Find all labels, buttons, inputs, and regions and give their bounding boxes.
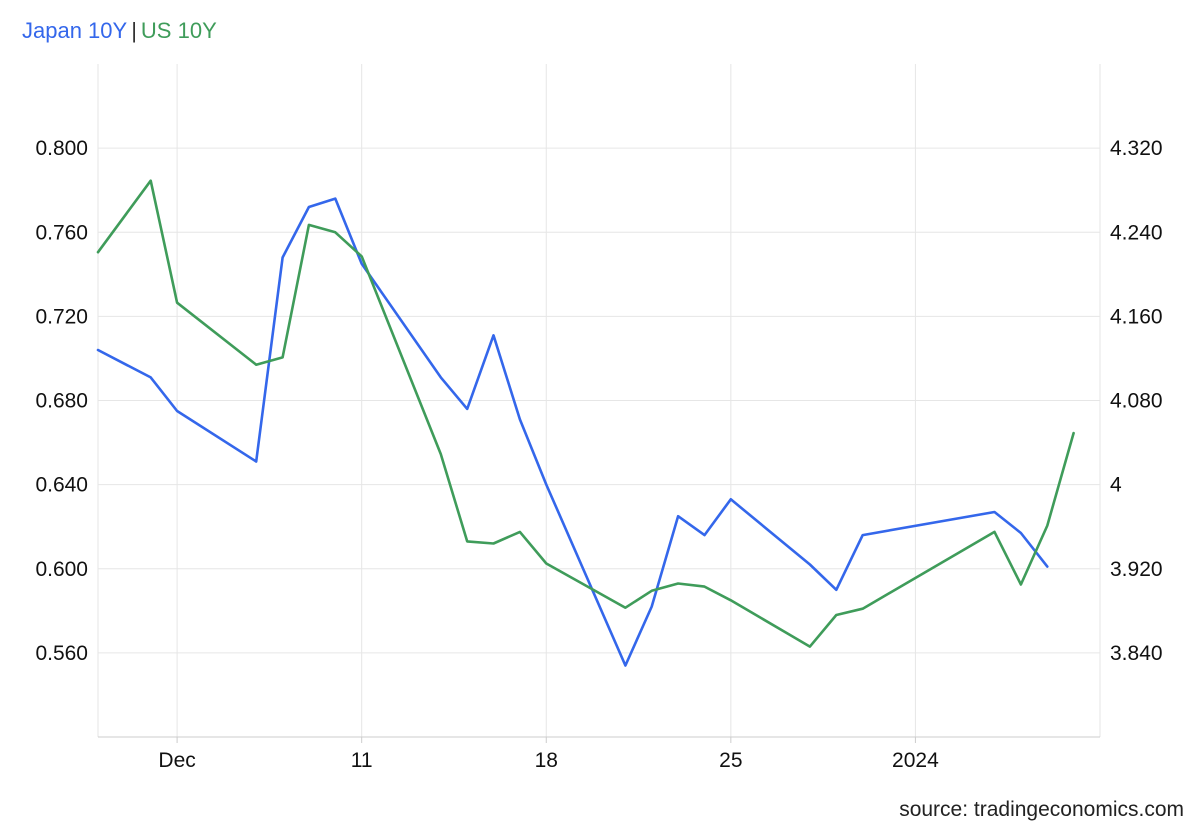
right-axis-tick: 3.920 [1110, 558, 1163, 581]
left-axis-tick: 0.680 [35, 390, 88, 413]
left-axis-tick: 0.600 [35, 558, 88, 581]
right-axis-tick: 4.320 [1110, 137, 1163, 160]
legend-us-10y[interactable]: US 10Y [140, 18, 217, 43]
right-axis-tick: 4.160 [1110, 305, 1163, 328]
x-axis-tick: 2024 [892, 749, 939, 772]
x-axis-tick: Dec [158, 749, 195, 772]
left-axis-tick: 0.560 [35, 642, 88, 665]
x-axis-tick: 11 [351, 749, 373, 772]
japan-10y-line [96, 197, 1049, 667]
left-axis-tick: 0.800 [35, 137, 88, 160]
left-axis-tick: 0.640 [35, 474, 88, 497]
legend-separator: | [131, 18, 137, 43]
right-axis-tick: 4.080 [1110, 390, 1163, 413]
left-axis-tick: 0.760 [35, 221, 88, 244]
x-axis-tick: 18 [535, 749, 558, 772]
left-axis-tick: 0.720 [35, 305, 88, 328]
legend-japan-10y[interactable]: Japan 10Y [22, 18, 128, 43]
right-axis-tick: 4.240 [1110, 221, 1163, 244]
chart-legend: Japan 10Y | US 10Y [22, 18, 217, 44]
us-10y-line [96, 179, 1075, 648]
x-axis-tick: 25 [719, 749, 742, 772]
right-axis-tick: 4 [1110, 474, 1122, 497]
source-label: source: tradingeconomics.com [899, 798, 1184, 821]
right-axis-tick: 3.840 [1110, 642, 1163, 665]
